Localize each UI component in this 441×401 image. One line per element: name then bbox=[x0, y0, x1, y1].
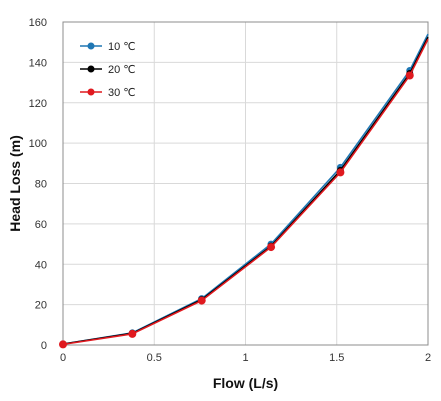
series-point bbox=[59, 340, 67, 349]
series-point bbox=[128, 329, 137, 338]
x-tick-label: 0.5 bbox=[147, 352, 162, 364]
x-tick-label: 2 bbox=[425, 352, 431, 364]
series-point bbox=[336, 168, 345, 177]
x-tick-label: 1.5 bbox=[329, 352, 344, 364]
y-tick-label: 60 bbox=[35, 219, 47, 231]
series-point bbox=[197, 296, 206, 305]
y-tick-label: 140 bbox=[29, 57, 47, 69]
x-tick-label: 1 bbox=[242, 352, 248, 364]
legend-label: 30 ℃ bbox=[108, 87, 136, 99]
legend-label: 10 ℃ bbox=[108, 41, 136, 53]
series-point bbox=[267, 243, 276, 252]
x-axis-title: Flow (L/s) bbox=[213, 375, 278, 391]
y-tick-label: 120 bbox=[29, 98, 47, 110]
series-point bbox=[405, 71, 414, 80]
series-lines bbox=[59, 33, 429, 349]
legend-label: 20 ℃ bbox=[108, 64, 136, 76]
y-tick-label: 40 bbox=[35, 259, 47, 271]
legend: 10 ℃ 20 ℃ 30 ℃ bbox=[80, 41, 136, 99]
y-tick-label: 100 bbox=[29, 138, 47, 150]
y-tick-label: 80 bbox=[35, 179, 47, 191]
legend-marker bbox=[87, 42, 95, 50]
plot-frame bbox=[62, 21, 429, 346]
y-tick-label: 20 bbox=[35, 300, 47, 312]
legend-marker bbox=[87, 88, 95, 96]
y-axis-title: Head Loss (m) bbox=[7, 135, 23, 231]
y-tick-label: 0 bbox=[41, 340, 47, 352]
x-tick-label: 0 bbox=[60, 352, 66, 364]
y-tick-label: 160 bbox=[29, 17, 47, 29]
legend-marker bbox=[87, 65, 95, 73]
